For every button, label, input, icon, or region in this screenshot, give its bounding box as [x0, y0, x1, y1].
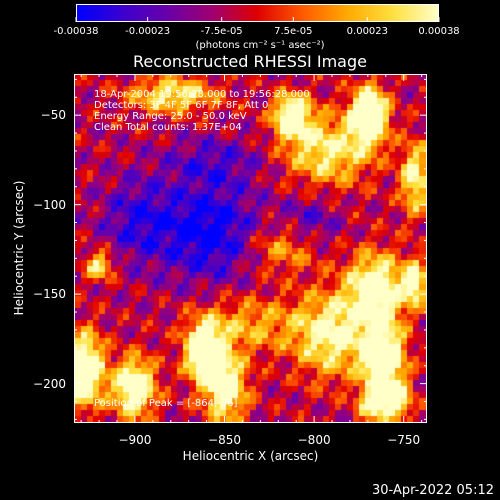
colorbar-tick-label-6: 0.00038 — [418, 26, 460, 37]
y-tick-label-3: −150 — [33, 287, 66, 302]
clean-counts-annotation: Clean Total counts: 1.37E+04 — [94, 122, 242, 133]
x-axis-title: Heliocentric X (arcsec) — [182, 449, 319, 463]
colorbar — [76, 4, 439, 22]
detectors-annotation: Detectors: 3F 4F 5F 6F 7F 8F, Att 0 — [94, 100, 269, 111]
y-axis-title: Heliocentric Y (arcsec) — [12, 180, 26, 316]
x-tick-label-1: −900 — [118, 433, 152, 447]
colorbar-tick-label-2: -0.00023 — [125, 26, 171, 37]
energy-range-annotation: Energy Range: 25.0 - 50.0 keV — [94, 111, 247, 122]
colorbar-tick-label-4: 7.5e-05 — [274, 26, 313, 37]
colorbar-tick-label-3: -7.5e-05 — [200, 26, 243, 37]
chart-title: Reconstructed RHESSI Image — [133, 52, 367, 71]
y-tick-label-4: −200 — [33, 376, 66, 391]
image-panel: 18-Apr-2004 19:56:28.000 to 19:56:28.000… — [74, 74, 427, 423]
colorbar-unit-label: (photons cm⁻² s⁻¹ asec⁻²) — [195, 40, 325, 51]
generation-timestamp: 30-Apr-2022 05:12 — [372, 483, 494, 498]
colorbar-tick-label-5: 0.00023 — [346, 26, 389, 37]
y-tick-label-2: −100 — [33, 197, 66, 212]
x-tick-label-2: −850 — [208, 433, 241, 447]
colorbar-tick-label-1: -0.00038 — [53, 26, 99, 37]
y-tick-label-1: −50 — [40, 108, 66, 123]
rhessi-image-map — [75, 75, 426, 422]
time-range-annotation: 18-Apr-2004 19:56:28.000 to 19:56:28.000 — [94, 89, 310, 100]
peak-position-annotation: Position of Peak = [-864,-36] — [94, 398, 238, 409]
x-tick-label-4: −750 — [387, 433, 421, 447]
colorbar-ticks — [75, 17, 440, 22]
x-tick-label-3: −800 — [297, 433, 331, 447]
